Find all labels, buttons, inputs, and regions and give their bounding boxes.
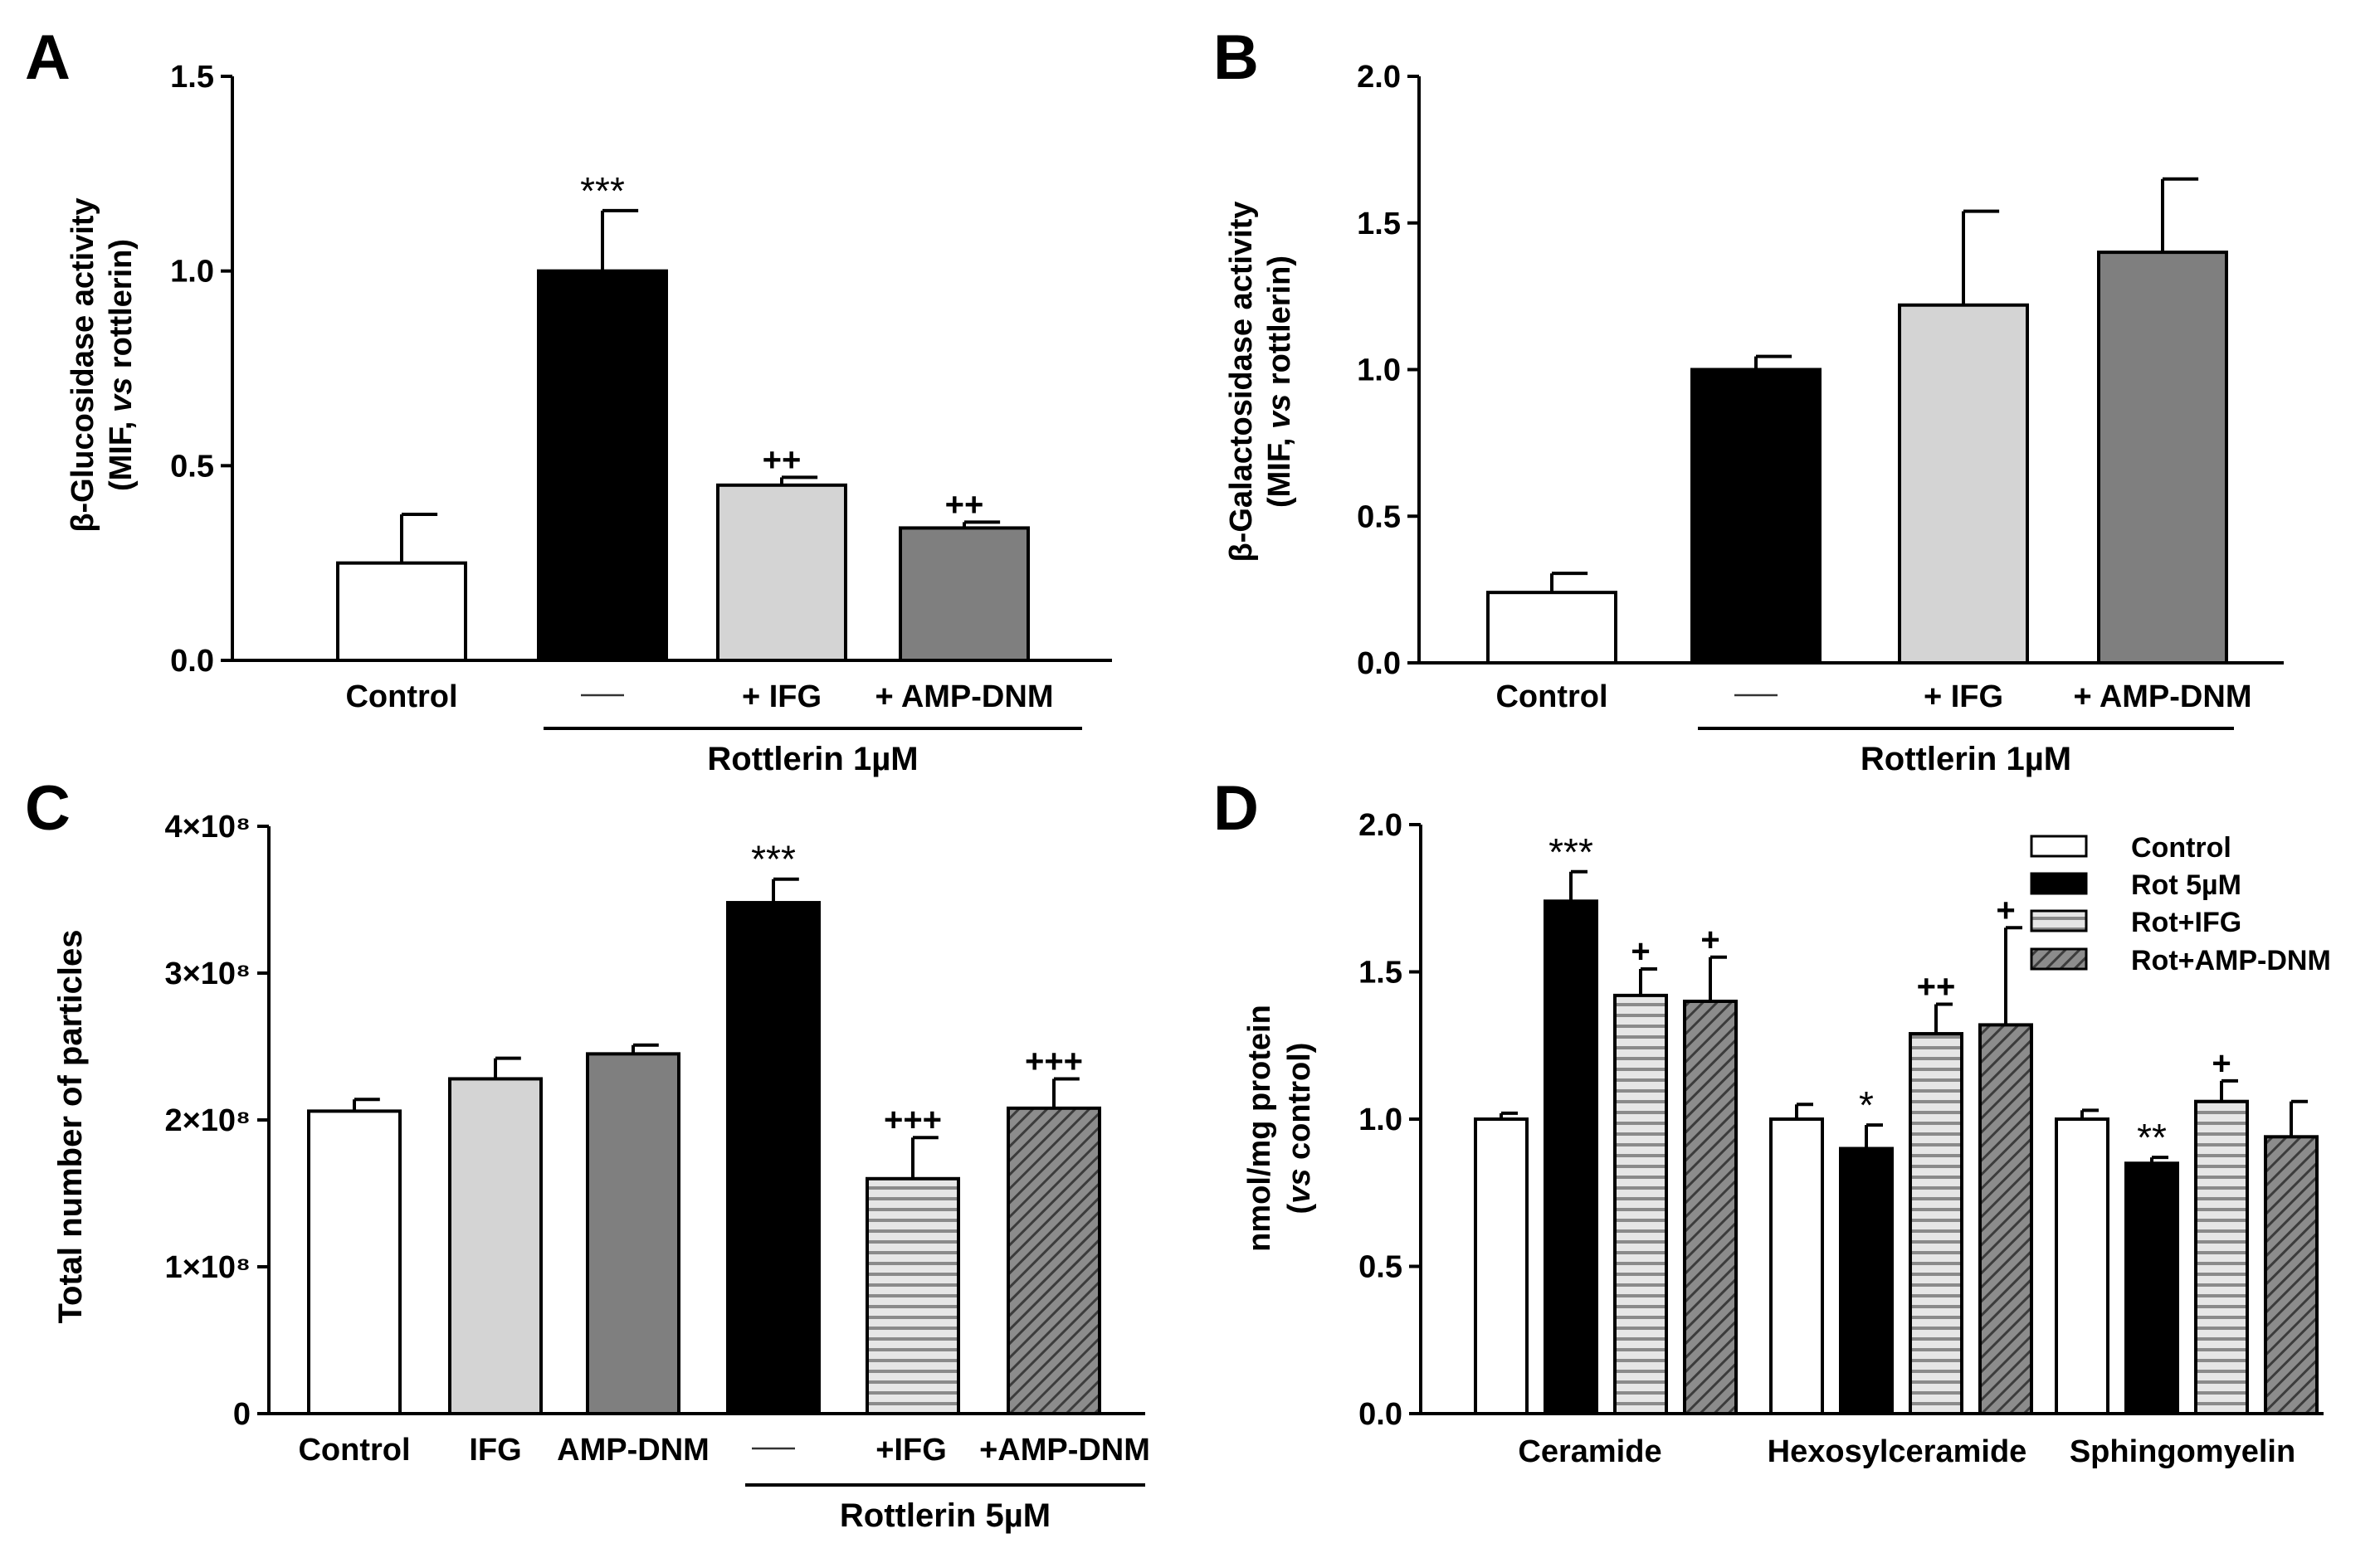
y-tick-label: 0.0 xyxy=(170,644,214,679)
category-label: Control xyxy=(1495,679,1607,714)
bar xyxy=(537,269,668,662)
significance-label: ++ xyxy=(945,486,984,523)
bar xyxy=(1909,1032,1963,1416)
panel-b-ylabel: β-Galactosidase activity (MIF, vs rottler… xyxy=(1224,201,1297,562)
bar xyxy=(716,483,847,662)
y-tick-label: 1.0 xyxy=(170,255,214,290)
legend-label: Rot+IFG xyxy=(2131,907,2241,938)
bar xyxy=(2194,1099,2249,1415)
legend-swatch xyxy=(2030,835,2088,858)
bar xyxy=(1486,591,1617,665)
category-label: Control xyxy=(298,1433,410,1468)
y-tick-label: 0 xyxy=(233,1397,251,1432)
category-label: Control xyxy=(345,679,457,714)
y-tick-label: 2.0 xyxy=(1358,808,1402,843)
y-tick-label: 0.5 xyxy=(1358,1250,1402,1285)
bar xyxy=(1690,368,1822,665)
bar xyxy=(1474,1117,1529,1415)
category-label: + AMP-DNM xyxy=(2074,679,2252,714)
bar xyxy=(1683,1000,1738,1415)
category-label: + AMP-DNM xyxy=(875,679,1054,714)
significance-label: ++ xyxy=(763,441,802,478)
y-tick-label: 1.5 xyxy=(1358,956,1402,991)
panel-a-chart: 0.0 0.5 1.0 1.5 Control *** ++ + IFG ++ + AMP-DNM… xyxy=(170,60,1112,777)
category-label: + IFG xyxy=(1924,679,2003,714)
category-label: Hexosylceramide xyxy=(1768,1434,2027,1469)
panel-d-chart: 0.00.51.01.52.0***+ +Ceramide*+++Hexosylc… xyxy=(1358,808,2331,1469)
group-label: Rottlerin 1µM xyxy=(1861,741,2071,777)
category-label: +IFG xyxy=(875,1433,947,1468)
y-tick-label: 1.5 xyxy=(170,60,214,95)
category-label: IFG xyxy=(469,1433,521,1468)
bar xyxy=(2124,1161,2179,1415)
category-label: Sphingomyelin xyxy=(2070,1434,2295,1469)
bar xyxy=(726,901,821,1416)
legend-label: Rot+AMP-DNM xyxy=(2131,945,2331,976)
bar xyxy=(2264,1135,2319,1416)
y-tick-label: 4×10⁸ xyxy=(164,810,251,845)
category-label: Ceramide xyxy=(1518,1434,1661,1469)
bar xyxy=(307,1109,402,1415)
legend-label: Rot 5µM xyxy=(2131,869,2241,901)
bar xyxy=(1613,993,1668,1416)
bar xyxy=(1978,1023,2033,1416)
group-label: Rottlerin 5µM xyxy=(840,1497,1051,1534)
bar xyxy=(1769,1117,1824,1415)
significance-label: *** xyxy=(580,169,625,212)
y-tick-label: 1.0 xyxy=(1358,1103,1402,1137)
significance-label: + xyxy=(1700,922,1719,958)
legend-swatch xyxy=(2030,947,2088,971)
y-tick-label: 1×10⁸ xyxy=(164,1250,251,1285)
panel-label-a: A xyxy=(25,22,71,93)
y-tick-label: 0.5 xyxy=(1357,499,1401,534)
y-tick-label: 0.0 xyxy=(1358,1397,1402,1432)
y-tick-label: 0.5 xyxy=(170,449,214,484)
legend-swatch xyxy=(2030,872,2088,895)
bar xyxy=(336,561,467,663)
significance-label: *** xyxy=(751,838,796,881)
y-tick-label: 1.5 xyxy=(1357,207,1401,241)
y-tick-label: 2.0 xyxy=(1357,60,1401,95)
significance-label: + xyxy=(1631,933,1650,970)
bar xyxy=(448,1077,543,1415)
bar xyxy=(1898,303,2029,665)
panel-d-ylabel: nmol/mg protein (vs control) xyxy=(1242,1005,1317,1252)
category-label: +AMP-DNM xyxy=(979,1433,1150,1468)
bar xyxy=(2055,1117,2109,1415)
bar xyxy=(866,1176,960,1416)
panel-c-chart: 0 1×10⁸ 2×10⁸ 3×10⁸ 4×10⁸ Control IFG AMP-DNM **… xyxy=(164,810,1149,1534)
significance-label: ++ xyxy=(1917,969,1956,1005)
significance-label: + xyxy=(2212,1045,2231,1082)
bar xyxy=(899,526,1030,663)
bar xyxy=(2097,251,2228,665)
y-tick-label: 2×10⁸ xyxy=(164,1103,251,1138)
significance-label: +++ xyxy=(884,1102,942,1138)
bar xyxy=(586,1052,680,1415)
bar xyxy=(1544,899,1598,1416)
bar xyxy=(1839,1146,1894,1415)
legend-swatch xyxy=(2030,909,2088,932)
panel-c-ylabel: Total number of particles xyxy=(52,930,89,1324)
y-tick-label: 0.0 xyxy=(1357,646,1401,681)
significance-label: ** xyxy=(2137,1116,2167,1159)
panel-label-c: C xyxy=(25,773,71,844)
y-tick-label: 3×10⁸ xyxy=(164,957,251,991)
y-tick-label: 1.0 xyxy=(1357,353,1401,388)
panel-label-d: D xyxy=(1213,773,1259,844)
significance-label: * xyxy=(1859,1083,1874,1127)
panel-a-ylabel: β-Glucosidase activity (MIF, vs rottlerin… xyxy=(66,197,139,532)
group-label: Rottlerin 1µM xyxy=(707,741,918,777)
legend-label: Control xyxy=(2131,832,2231,864)
significance-label: +++ xyxy=(1025,1043,1083,1079)
significance-label: + xyxy=(1996,892,2015,928)
significance-label: *** xyxy=(1548,830,1593,874)
panel-label-b: B xyxy=(1213,22,1259,93)
bar xyxy=(1007,1106,1101,1415)
category-label: + IFG xyxy=(742,679,822,714)
category-label: AMP-DNM xyxy=(557,1433,710,1468)
panel-b-chart: 0.0 0.5 1.0 1.5 2.0 Control + IFG + AMP-DNMRott… xyxy=(1357,60,2284,777)
